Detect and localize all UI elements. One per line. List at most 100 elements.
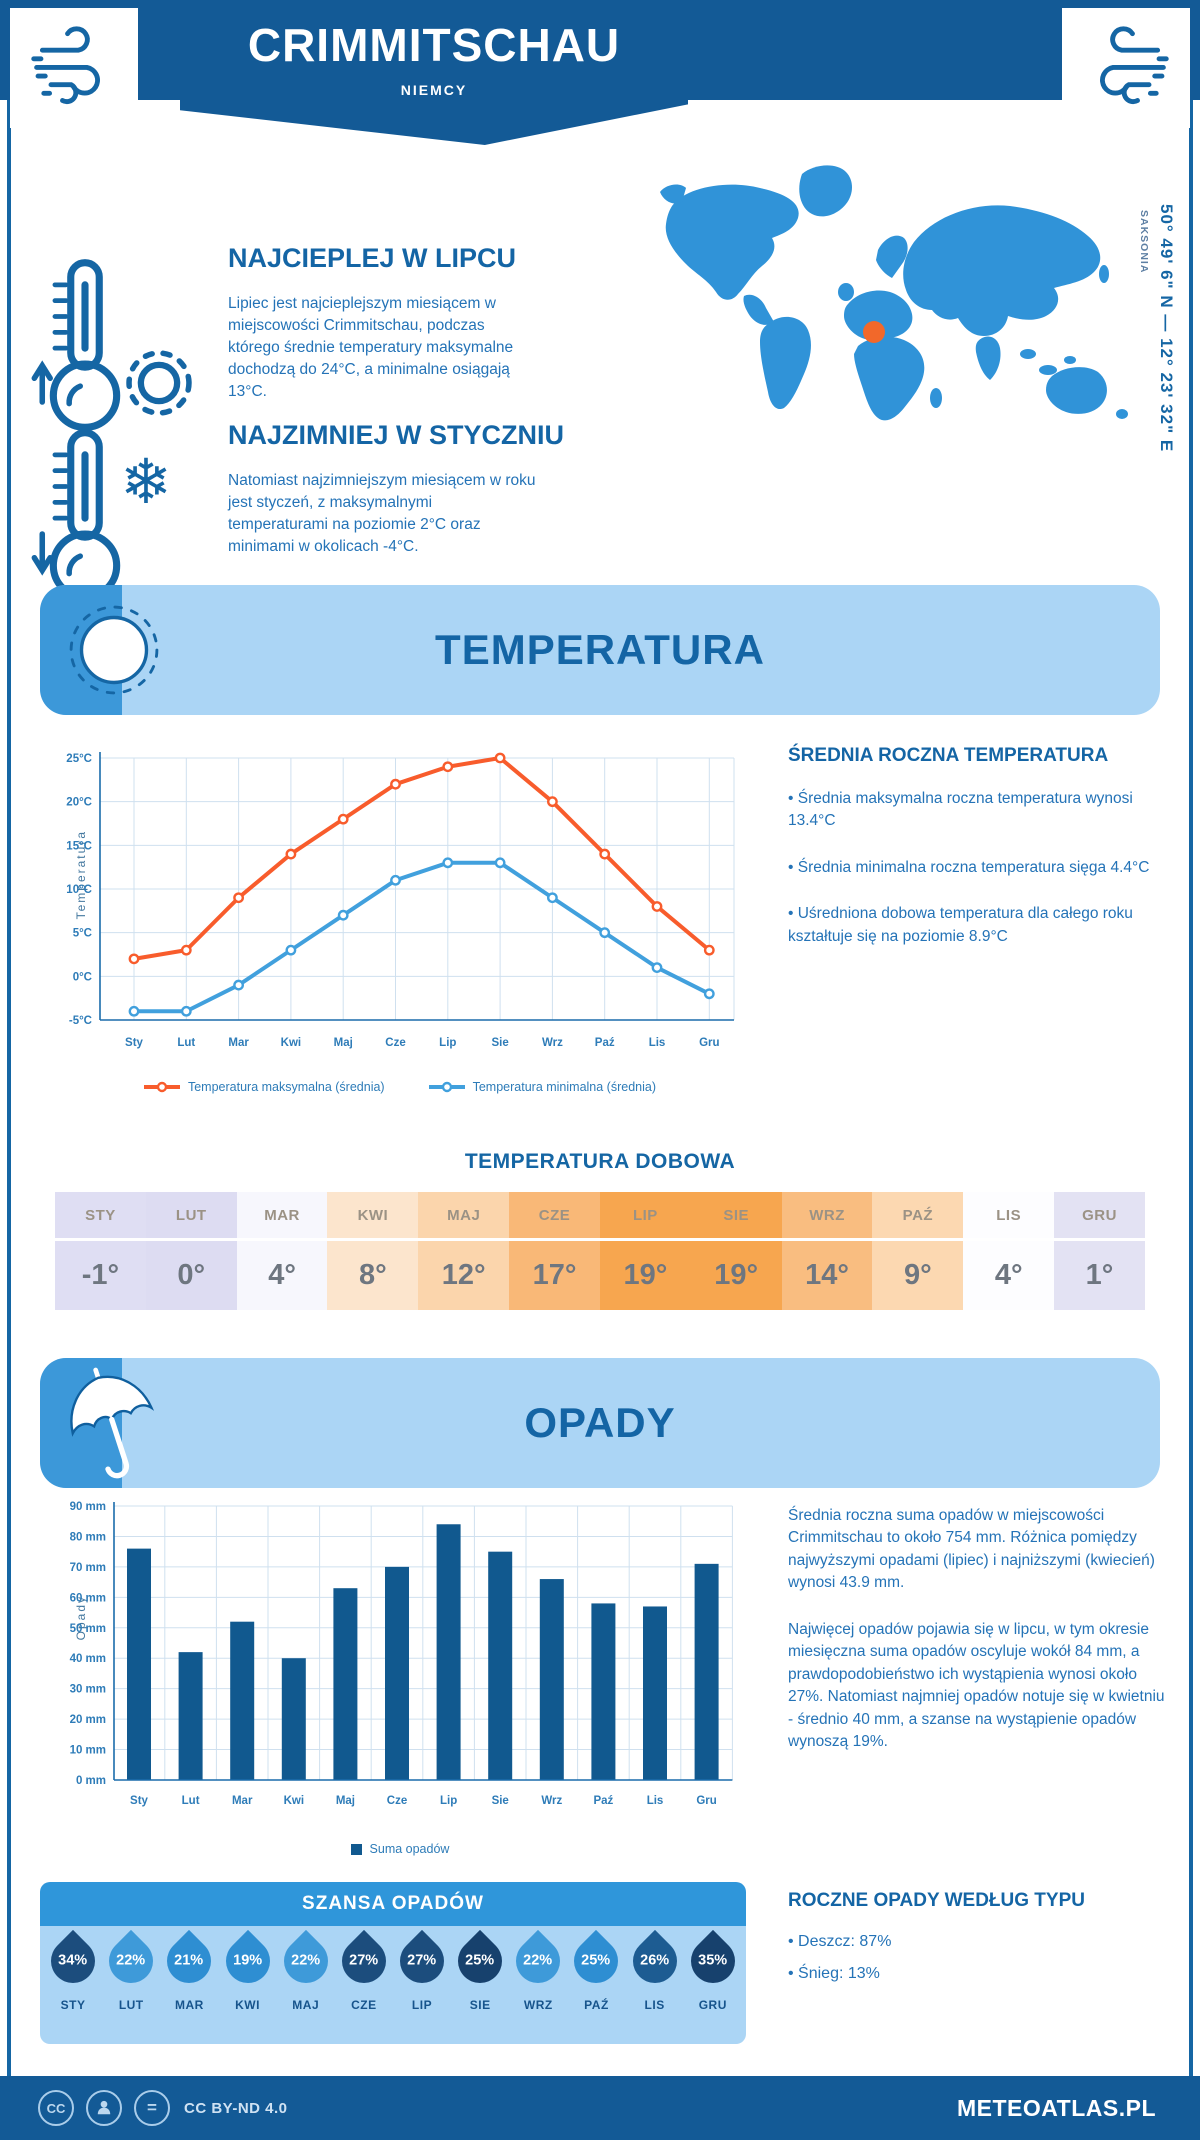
daily-temp-value: 9° <box>904 1259 932 1291</box>
svg-text:10 mm: 10 mm <box>70 1745 106 1757</box>
chance-column: 19% KWI <box>216 1926 279 2044</box>
highlight-warm-text: Lipiec jest najcieplejszym miesiącem w m… <box>228 295 514 400</box>
svg-text:Wrz: Wrz <box>541 1795 562 1807</box>
chance-month: CZE <box>351 1998 377 2012</box>
daily-temp-column: STY -1° <box>55 1192 146 1310</box>
chance-value: 22% <box>291 1953 321 1969</box>
daily-temp-column: PAŹ 9° <box>872 1192 964 1310</box>
chance-column: 21% MAR <box>158 1926 221 2044</box>
svg-text:Sty: Sty <box>130 1795 149 1807</box>
svg-text:60 mm: 60 mm <box>70 1592 106 1604</box>
droplet-icon: 22% <box>507 1929 570 1993</box>
bar <box>539 1579 564 1780</box>
chance-month: SIE <box>469 1998 491 2012</box>
chance-column: 25% SIE <box>449 1926 512 2044</box>
bar <box>385 1566 409 1780</box>
cc-icon: CC <box>38 2090 74 2126</box>
bar <box>333 1588 358 1780</box>
daily-temp-value: 1° <box>1085 1259 1114 1291</box>
svg-text:Wrz: Wrz <box>542 1037 563 1049</box>
sun-icon <box>62 598 166 707</box>
chance-value: 27% <box>407 1953 437 1969</box>
chance-value: 34% <box>58 1953 88 1969</box>
daily-temp-value: -1° <box>81 1259 120 1291</box>
annual-temperature-heading: ŚREDNIA ROCZNA TEMPERATURA <box>788 745 1109 766</box>
chance-value: 25% <box>465 1953 495 1969</box>
chance-of-precipitation-row: 34% STY 22% LUT 21% MAR 19% KWI 22% MAJ 27% CZE 27% L… <box>40 1926 746 2044</box>
bar <box>127 1548 151 1780</box>
daily-temp-value: 8° <box>359 1259 387 1291</box>
svg-text:20 mm: 20 mm <box>70 1714 106 1726</box>
highlight-warm-heading: NAJCIEPLEJ W LIPCU <box>228 243 517 273</box>
chance-month: KWI <box>235 1998 260 2012</box>
droplet-icon: 25% <box>449 1929 512 1993</box>
svg-text:Lis: Lis <box>649 1037 666 1049</box>
daily-temp-column: MAR 4° <box>236 1192 328 1310</box>
wind-icon <box>1080 20 1172 117</box>
bar <box>436 1524 461 1780</box>
daily-temp-column: MAJ 12° <box>418 1192 510 1310</box>
chance-column: 25% PAŹ <box>565 1926 628 2044</box>
license-label: CC BY-ND 4.0 <box>184 2099 288 2117</box>
svg-text:10°C: 10°C <box>66 884 92 896</box>
annual-bullet: • Średnia minimalna roczna temperatura s… <box>788 858 1150 876</box>
daily-temp-column: LIP 19° <box>599 1192 691 1310</box>
chance-column: 27% CZE <box>332 1926 395 2044</box>
daily-temp-column: CZE 17° <box>509 1192 600 1310</box>
page-subtitle: NIEMCY <box>400 82 468 98</box>
precipitation-paragraph-2: Najwięcej opadów pojawia się w lipcu, w … <box>788 1620 1165 1751</box>
droplet-icon: 27% <box>332 1929 395 1993</box>
chance-column: 34% STY <box>41 1926 105 2044</box>
daily-temp-month: KWI <box>357 1206 389 1224</box>
precipitation-paragraphs: Średnia roczna suma opadów w miejscowośc… <box>788 1505 1170 1778</box>
droplet-icon: 19% <box>216 1929 279 1993</box>
svg-text:0°C: 0°C <box>73 971 92 983</box>
droplet-icon: 21% <box>158 1929 221 1993</box>
thermometer-up-icon <box>28 250 123 440</box>
chance-month: WRZ <box>523 1998 553 2012</box>
svg-text:Mar: Mar <box>228 1037 249 1049</box>
svg-text:Maj: Maj <box>334 1037 353 1049</box>
svg-text:Sie: Sie <box>491 1037 508 1049</box>
svg-text:15°C: 15°C <box>66 840 92 852</box>
umbrella-icon <box>52 1364 170 1499</box>
daily-temp-month: PAŹ <box>902 1206 934 1224</box>
daily-temp-column: LIS 4° <box>963 1192 1055 1310</box>
precipitation-banner-title: OPADY <box>524 1399 676 1446</box>
chance-column: 26% LIS <box>623 1926 686 2044</box>
droplet-icon: 35% <box>681 1929 744 1993</box>
chance-value: 26% <box>640 1953 670 1969</box>
chance-column: 22% LUT <box>100 1926 163 2044</box>
chance-of-precipitation-heading: SZANSA OPADÓW <box>40 1882 746 1926</box>
daily-temperature-heading: TEMPERATURA DOBOWA <box>464 1150 736 1173</box>
chance-value: 27% <box>349 1953 379 1969</box>
chance-month: LIP <box>411 1998 433 2012</box>
chance-column: 27% LIP <box>390 1926 454 2044</box>
svg-text:Kwi: Kwi <box>284 1795 304 1807</box>
daily-temp-month: MAJ <box>447 1206 481 1224</box>
svg-text:40 mm: 40 mm <box>70 1653 106 1665</box>
daily-temp-value: 4° <box>268 1259 296 1291</box>
svg-text:Lip: Lip <box>440 1795 457 1807</box>
footer: CC = CC BY-ND 4.0 METEOATLAS.PL <box>0 2076 1200 2140</box>
chance-value: 22% <box>116 1953 146 1969</box>
bar <box>230 1621 255 1780</box>
droplet-icon: 22% <box>100 1929 163 1993</box>
region-label: SAKSONIA <box>1138 210 1150 274</box>
precipitation-by-type-heading: ROCZNE OPADY WEDŁUG TYPU <box>788 1890 1085 1911</box>
bar <box>281 1658 306 1780</box>
daily-temp-column: WRZ 14° <box>781 1192 873 1310</box>
daily-temp-column: LUT 0° <box>145 1192 237 1310</box>
chance-month: LIS <box>644 1998 665 2012</box>
svg-text:Lut: Lut <box>177 1037 195 1049</box>
cc-person-icon <box>86 2090 122 2126</box>
chance-value: 25% <box>581 1953 611 1969</box>
by-type-rain: • Deszcz: 87% <box>788 1933 892 1950</box>
daily-temp-month: STY <box>85 1206 116 1224</box>
bar <box>643 1606 667 1780</box>
annual-bullet: • Uśredniona dobowa temperatura dla całe… <box>788 905 1133 945</box>
bar <box>488 1551 513 1780</box>
droplet-icon: 26% <box>623 1929 686 1993</box>
daily-temp-value: 12° <box>441 1259 486 1291</box>
